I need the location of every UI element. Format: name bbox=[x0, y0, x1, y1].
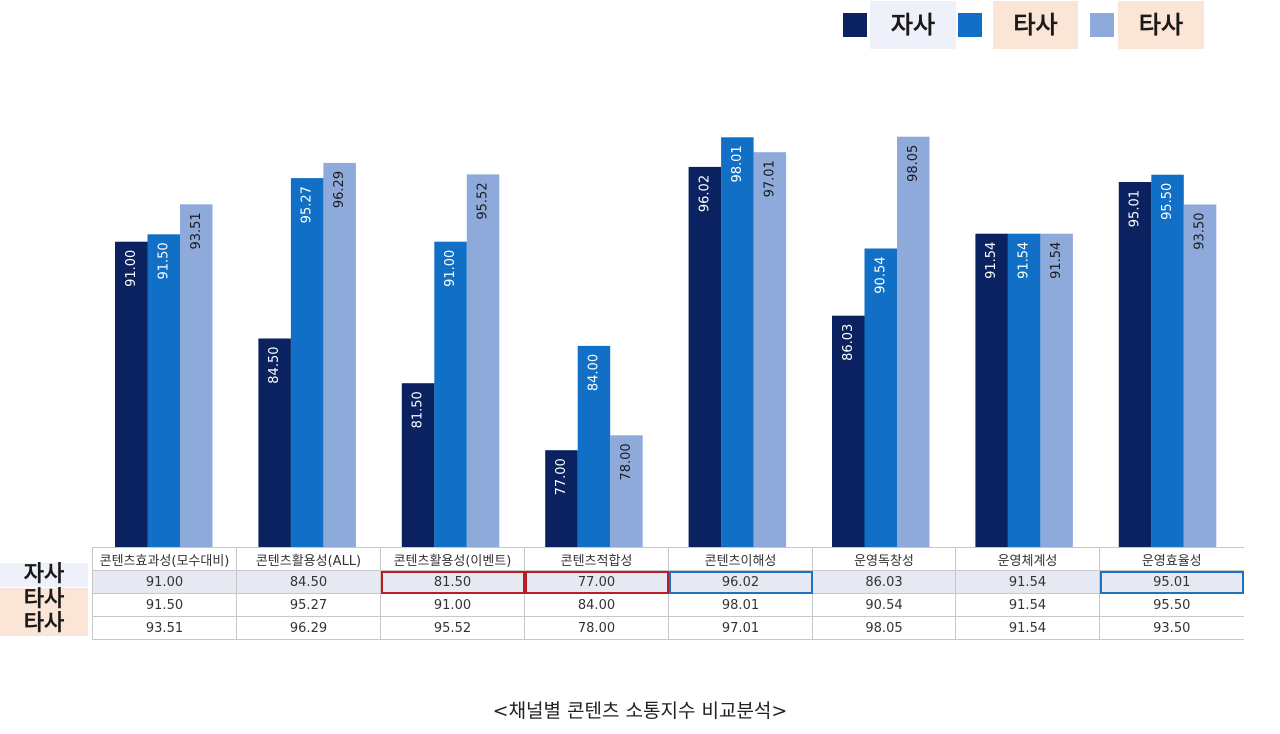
bar-series-2-4 bbox=[577, 345, 611, 547]
category-label-5: 콘텐츠이해성 bbox=[668, 547, 813, 571]
data-label-series-2-6: 90.54 bbox=[873, 257, 888, 294]
table-cell-series-3-6: 98.05 bbox=[812, 616, 956, 640]
bar-series-1-1 bbox=[115, 241, 148, 547]
bar-series-2-7 bbox=[1007, 233, 1041, 547]
table-cell-series-3-3: 95.52 bbox=[380, 616, 525, 640]
table-header-row: 콘텐츠효과성(모수대비) 콘텐츠활용성(ALL) 콘텐츠활용성(이벤트) 콘텐츠적합성… bbox=[92, 547, 1244, 571]
bar-series-1-8 bbox=[1118, 182, 1152, 547]
chart-caption: <채널별 콘텐츠 소통지수 비교분석> bbox=[492, 700, 788, 722]
data-label-series-3-6: 98.05 bbox=[906, 145, 921, 182]
table-cell-series-2-2: 95.27 bbox=[236, 593, 381, 617]
table-cell-series-2-6: 90.54 bbox=[812, 593, 956, 617]
data-label-series-3-1: 93.51 bbox=[189, 212, 204, 249]
data-label-series-3-2: 96.29 bbox=[332, 171, 347, 208]
bar-series-3-2 bbox=[323, 162, 356, 547]
data-label-series-1-2: 84.50 bbox=[267, 347, 282, 384]
table-cell-series-2-1: 91.50 bbox=[92, 593, 237, 617]
data-label-series-1-3: 81.50 bbox=[411, 391, 426, 428]
table-cell-series-1-4: 77.00 bbox=[524, 570, 669, 594]
data-label-series-1-8: 95.01 bbox=[1128, 190, 1143, 227]
table-cell-series-3-5: 97.01 bbox=[668, 616, 813, 640]
bar-series-2-2 bbox=[290, 178, 324, 547]
bar-series-1-7 bbox=[975, 233, 1008, 547]
bar-series-1-2 bbox=[258, 338, 291, 547]
data-label-series-2-7: 91.54 bbox=[1017, 242, 1032, 279]
bar-series-2-8 bbox=[1151, 174, 1184, 547]
legend-swatch-series-1 bbox=[843, 13, 867, 37]
table-cell-series-3-1: 93.51 bbox=[92, 616, 237, 640]
table-row: 93.51 96.29 95.52 78.00 97.01 98.05 91.54 93.50 bbox=[92, 616, 1244, 640]
table-cell-series-3-2: 96.29 bbox=[236, 616, 381, 640]
data-label-series-2-3: 91.00 bbox=[443, 250, 458, 287]
bar-series-1-3 bbox=[401, 383, 435, 547]
data-label-series-3-4: 78.00 bbox=[619, 443, 634, 480]
bar-series-3-3 bbox=[466, 174, 500, 547]
data-label-series-3-7: 91.54 bbox=[1049, 242, 1064, 279]
table-cell-series-2-5: 98.01 bbox=[668, 593, 813, 617]
bar-series-1-6 bbox=[832, 315, 865, 547]
bar-series-3-1 bbox=[180, 204, 213, 547]
table-cell-series-1-7: 91.54 bbox=[955, 570, 1100, 594]
category-label-1: 콘텐츠효과성(모수대비) bbox=[92, 547, 237, 571]
data-table: 콘텐츠효과성(모수대비) 콘텐츠활용성(ALL) 콘텐츠활용성(이벤트) 콘텐츠적합성… bbox=[92, 547, 1244, 640]
legend-label-series-3: 타사 bbox=[1118, 1, 1204, 49]
category-label-6: 운영독창성 bbox=[812, 547, 956, 571]
category-label-4: 콘텐츠적합성 bbox=[524, 547, 669, 571]
legend-label-series-2: 타사 bbox=[993, 1, 1078, 49]
bar-chart: 91.00 91.50 93.51 84.50 95.27 96.29 81.50 91.00… bbox=[115, 136, 1217, 547]
data-label-series-1-5: 96.02 bbox=[697, 175, 712, 212]
data-label-series-2-5: 98.01 bbox=[730, 145, 745, 182]
bar-series-2-1 bbox=[147, 234, 180, 547]
table-cell-series-1-2: 84.50 bbox=[236, 570, 381, 594]
category-label-7: 운영체계성 bbox=[955, 547, 1100, 571]
bars-layer: 91.00 91.50 93.51 84.50 95.27 96.29 81.50 91.00… bbox=[115, 136, 1217, 547]
bar-series-1-4 bbox=[545, 450, 578, 547]
bar-series-2-6 bbox=[864, 248, 897, 547]
row-label-series-1: 자사 bbox=[0, 563, 88, 587]
table-cell-series-2-3: 91.00 bbox=[380, 593, 525, 617]
data-label-series-3-3: 95.52 bbox=[476, 182, 491, 219]
table-cell-series-3-7: 91.54 bbox=[955, 616, 1100, 640]
data-label-series-1-4: 77.00 bbox=[554, 458, 569, 495]
table-cell-series-1-8: 95.01 bbox=[1099, 570, 1244, 594]
data-label-series-3-5: 97.01 bbox=[762, 160, 777, 197]
data-label-series-3-8: 93.50 bbox=[1193, 213, 1208, 250]
legend-swatch-series-2 bbox=[958, 13, 982, 37]
bar-series-3-7 bbox=[1040, 233, 1073, 547]
bar-series-3-6 bbox=[897, 136, 930, 547]
table-cell-series-2-7: 91.54 bbox=[955, 593, 1100, 617]
table-cell-series-1-6: 86.03 bbox=[812, 570, 956, 594]
bar-series-2-3 bbox=[434, 241, 467, 547]
category-label-3: 콘텐츠활용성(이벤트) bbox=[380, 547, 525, 571]
table-cell-series-2-4: 84.00 bbox=[524, 593, 669, 617]
table-cell-series-1-5: 96.02 bbox=[668, 570, 813, 594]
category-label-8: 운영효율성 bbox=[1099, 547, 1244, 571]
bar-series-3-5 bbox=[753, 152, 787, 547]
row-label-series-2: 타사 bbox=[0, 588, 88, 612]
bar-series-1-5 bbox=[688, 166, 722, 547]
legend-label-series-1: 자사 bbox=[870, 1, 956, 49]
category-label-2: 콘텐츠활용성(ALL) bbox=[236, 547, 381, 571]
table-cell-series-1-3: 81.50 bbox=[380, 570, 525, 594]
bar-series-2-5 bbox=[721, 137, 754, 547]
table-row: 91.00 84.50 81.50 77.00 96.02 86.03 91.54 95.01 bbox=[92, 570, 1244, 594]
data-label-series-2-4: 84.00 bbox=[587, 354, 602, 391]
table-cell-series-3-8: 93.50 bbox=[1099, 616, 1244, 640]
data-label-series-1-7: 91.54 bbox=[984, 242, 999, 279]
bar-series-3-8 bbox=[1183, 204, 1217, 547]
table-cell-series-3-4: 78.00 bbox=[524, 616, 669, 640]
data-label-series-1-1: 91.00 bbox=[124, 250, 139, 287]
table-cell-series-2-8: 95.50 bbox=[1099, 593, 1244, 617]
data-label-series-1-6: 86.03 bbox=[841, 324, 856, 361]
data-label-series-2-8: 95.50 bbox=[1160, 183, 1175, 220]
legend-swatch-series-3 bbox=[1090, 13, 1114, 37]
row-label-series-3: 타사 bbox=[0, 612, 88, 636]
bar-series-3-4 bbox=[610, 435, 643, 547]
table-cell-series-1-1: 91.00 bbox=[92, 570, 237, 594]
data-label-series-2-2: 95.27 bbox=[300, 186, 315, 223]
data-label-series-2-1: 91.50 bbox=[156, 242, 171, 279]
table-row: 91.50 95.27 91.00 84.00 98.01 90.54 91.54 95.50 bbox=[92, 593, 1244, 617]
